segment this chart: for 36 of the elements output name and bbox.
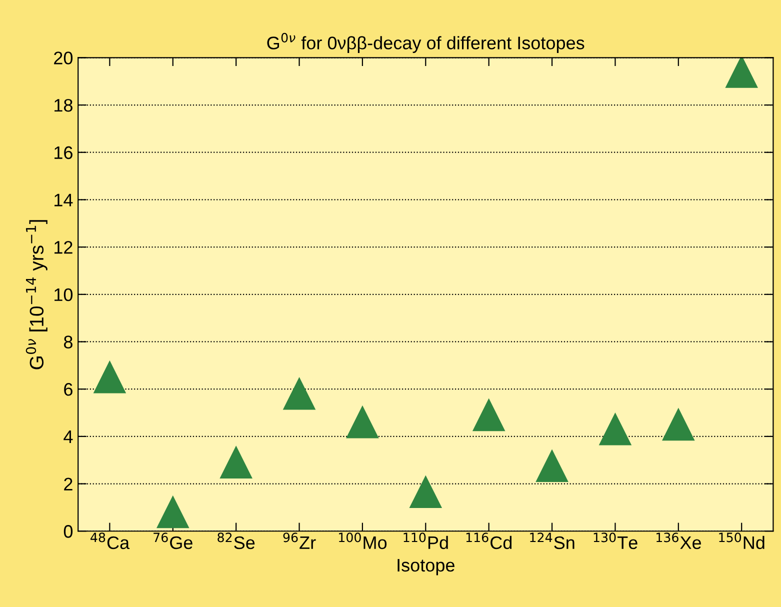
x-tick-label: $^{124}$Sn (530, 532, 574, 550)
point (156, 496, 189, 528)
y-axis-title: G$^{0ν}$ [10$^{−14}$ yrs$^{−1}$] (26, 220, 48, 370)
point (662, 408, 694, 441)
y-tick-label: 18 (54, 98, 72, 112)
x-tick-label: $^{150}$Nd (719, 532, 764, 550)
y-tick-label: 12 (54, 240, 72, 254)
y-tick-label: 16 (54, 146, 72, 160)
x-tick-label: $^{96}$Zr (283, 532, 316, 549)
point (410, 476, 442, 508)
point (726, 58, 758, 88)
chart-title: G$^{0ν}$ for 0νββ-decay of different Isotopes (267, 32, 584, 53)
point (599, 413, 632, 446)
y-tick-label: 6 (64, 383, 72, 396)
x-tick-label: $^{82}$Se (218, 532, 255, 550)
point (472, 399, 505, 432)
point (536, 450, 568, 482)
x-tick-label: $^{48}$Ca (90, 532, 130, 550)
x-tick-label: $^{100}$Mo (339, 532, 387, 550)
point (283, 378, 316, 410)
x-tick-label: $^{136}$Xe (656, 532, 702, 550)
point (94, 361, 126, 394)
x-tick-label: $^{110}$Pd (404, 532, 448, 550)
y-tick-label: 2 (64, 478, 72, 490)
y-tick-label: 0 (64, 525, 73, 538)
x-axis-title: Isotope (398, 559, 454, 576)
x-tick-label: $^{76}$Ge (154, 532, 192, 550)
y-tick-label: 10 (54, 288, 73, 302)
point (220, 446, 252, 478)
x-tick-label: $^{130}$Te (594, 532, 638, 550)
x-tick-label: $^{116}$Cd (466, 532, 512, 550)
y-tick-label: 20 (54, 52, 73, 64)
y-tick-label: 8 (64, 336, 72, 348)
y-tick-label: 4 (64, 430, 73, 443)
y-tick-label: 14 (54, 194, 73, 206)
point (346, 406, 378, 438)
